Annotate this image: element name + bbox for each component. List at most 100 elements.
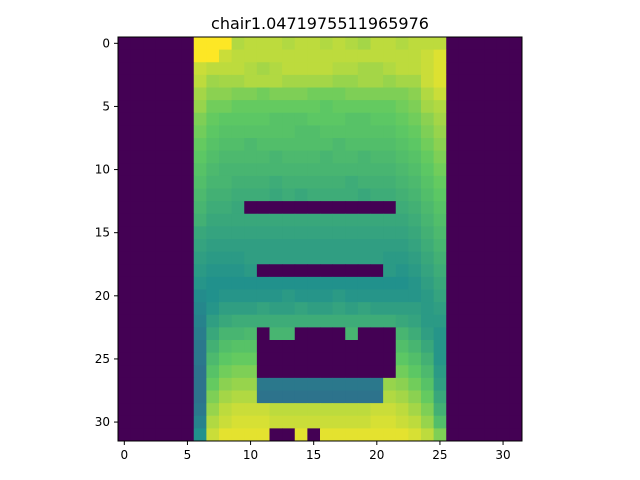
heatmap-cell: [332, 175, 346, 189]
heatmap-cell: [446, 100, 460, 114]
heatmap-cell: [130, 415, 144, 429]
heatmap-cell: [130, 403, 144, 417]
heatmap-cell: [294, 276, 308, 290]
heatmap-cell: [345, 62, 359, 76]
heatmap-cell: [130, 264, 144, 278]
heatmap-cell: [395, 340, 409, 354]
heatmap-cell: [294, 289, 308, 303]
heatmap-cell: [168, 403, 182, 417]
heatmap-cell: [408, 403, 422, 417]
heatmap-cell: [484, 213, 498, 227]
heatmap-cell: [458, 403, 472, 417]
heatmap-cell: [181, 74, 195, 88]
heatmap-cell: [269, 74, 283, 88]
heatmap-cell: [294, 100, 308, 114]
heatmap-cell: [193, 213, 207, 227]
heatmap-cell: [395, 428, 409, 442]
heatmap-cell: [219, 251, 233, 265]
heatmap-cell: [118, 213, 132, 227]
heatmap-cell: [320, 314, 334, 328]
heatmap-cell: [244, 226, 258, 240]
heatmap-cell: [193, 125, 207, 139]
heatmap-cell: [345, 188, 359, 202]
heatmap-cell: [458, 87, 472, 101]
heatmap-cell: [458, 289, 472, 303]
heatmap-cell: [206, 239, 220, 253]
heatmap-cell: [421, 37, 435, 51]
heatmap-cell: [307, 289, 321, 303]
heatmap-cell: [282, 87, 296, 101]
heatmap-cell: [408, 352, 422, 366]
heatmap-cell: [433, 415, 447, 429]
heatmap-cell: [206, 390, 220, 404]
heatmap-cell: [206, 201, 220, 215]
heatmap-cell: [446, 239, 460, 253]
heatmap-cell: [370, 251, 384, 265]
heatmap-cell: [408, 276, 422, 290]
heatmap-cell: [231, 239, 245, 253]
heatmap-cell: [244, 365, 258, 379]
heatmap-cell: [294, 150, 308, 164]
heatmap-cell: [471, 365, 485, 379]
heatmap-cell: [496, 390, 510, 404]
heatmap-cell: [130, 175, 144, 189]
heatmap-cell: [193, 377, 207, 391]
heatmap-cell: [484, 150, 498, 164]
heatmap-cell: [395, 314, 409, 328]
heatmap-cell: [168, 390, 182, 404]
heatmap-cell: [496, 49, 510, 63]
heatmap-cell: [383, 188, 397, 202]
heatmap-cell: [282, 314, 296, 328]
heatmap-cell: [143, 175, 157, 189]
heatmap-cell: [181, 112, 195, 126]
heatmap-cell: [446, 327, 460, 341]
heatmap-cell: [206, 251, 220, 265]
heatmap-cell: [471, 150, 485, 164]
heatmap-cell: [446, 49, 460, 63]
heatmap-cell: [320, 87, 334, 101]
heatmap-cell: [168, 276, 182, 290]
heatmap-cell: [484, 175, 498, 189]
heatmap-cell: [421, 377, 435, 391]
heatmap-cell: [370, 188, 384, 202]
heatmap-cell: [484, 403, 498, 417]
heatmap-cell: [244, 428, 258, 442]
heatmap-cell: [294, 327, 308, 341]
heatmap-cell: [408, 264, 422, 278]
heatmap-cell: [357, 415, 371, 429]
heatmap-cell: [332, 125, 346, 139]
heatmap-cell: [357, 175, 371, 189]
heatmap-cell: [269, 188, 283, 202]
heatmap-cell: [181, 390, 195, 404]
heatmap-cell: [231, 415, 245, 429]
heatmap-cell: [509, 428, 523, 442]
heatmap-cell: [320, 403, 334, 417]
heatmap-cell: [155, 188, 169, 202]
heatmap-cell: [219, 428, 233, 442]
heatmap-cell: [155, 150, 169, 164]
heatmap-cell: [345, 390, 359, 404]
heatmap-cell: [168, 138, 182, 152]
y-tick-label: 10: [95, 163, 110, 177]
heatmap-cell: [244, 264, 258, 278]
heatmap-cell: [231, 289, 245, 303]
heatmap-cell: [471, 428, 485, 442]
heatmap-cell: [168, 226, 182, 240]
heatmap-cell: [244, 62, 258, 76]
heatmap-cell: [332, 314, 346, 328]
heatmap-cell: [231, 74, 245, 88]
heatmap-cell: [219, 37, 233, 51]
heatmap-cell: [143, 49, 157, 63]
heatmap-cell: [269, 390, 283, 404]
heatmap-cell: [433, 340, 447, 354]
heatmap-cell: [118, 377, 132, 391]
heatmap-cell: [256, 352, 270, 366]
heatmap-cell: [256, 201, 270, 215]
heatmap-cell: [118, 403, 132, 417]
heatmap-cell: [421, 428, 435, 442]
heatmap-cell: [307, 188, 321, 202]
heatmap-cell: [446, 74, 460, 88]
heatmap-cell: [168, 125, 182, 139]
heatmap-cell: [219, 289, 233, 303]
heatmap-cell: [496, 125, 510, 139]
